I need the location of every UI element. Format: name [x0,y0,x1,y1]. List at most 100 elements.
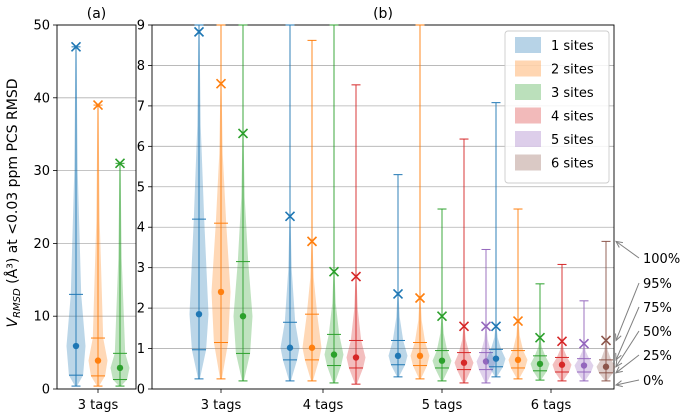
y-tick-label: 3 [137,261,145,276]
violin-outlier-marker [328,266,340,277]
legend-label: 4 sites [551,110,594,125]
violin-median-point [492,355,500,362]
x-tick-label: 4 tags [303,398,344,413]
y-tick-label: 6 [137,140,145,155]
legend-label: 1 sites [551,39,594,54]
violin-outlier-marker [480,321,492,332]
legend-label: 5 sites [551,133,594,148]
violin-outlier-marker [237,128,249,139]
y-tick-label: 9 [137,19,145,34]
violin-median-point [116,364,124,372]
panel-a: 0 10 20 30 40 50 (a) 3 tags [33,6,137,413]
y-tick-label: 8 [137,59,145,74]
percentile-annotation: 50% [643,325,672,340]
violin-outlier-marker [306,236,318,247]
violin-outlier-marker [70,41,82,52]
y-tick-label: 1 [137,342,145,357]
annotation-arrow-head [615,333,622,342]
percentile-annotation: 0% [643,374,664,389]
legend-swatch [515,154,541,171]
violin-median-point [72,342,80,350]
annotation-arrow-line [615,282,640,341]
violin-median-point [195,310,203,318]
violin-median-point [438,357,446,364]
y-tick-label: 7 [137,99,145,114]
legend-label: 2 sites [551,63,594,78]
annotation-arrow-head [615,240,623,248]
x-tick-label: 5 tags [422,398,463,413]
x-tick-label: 3 tags [78,398,119,413]
violin-median-point [460,359,468,366]
plot-frame [151,24,615,390]
violin-outlier-marker [284,211,296,222]
annotation-arrow-line [615,379,640,386]
violin-outlier-marker [490,321,502,332]
y-tick-label: 0 [42,383,50,398]
violin-median-point [352,354,360,361]
annotation-arrow-head [615,359,623,368]
y-tick-label: 20 [33,237,50,252]
violin-outlier-marker [114,158,126,169]
y-tick-label: 0 [137,383,145,398]
x-tick-label: 6 tags [531,398,572,413]
x-tick-label: 3 tags [201,398,242,413]
y-tick-label: 30 [33,164,50,179]
y-tick-label: 50 [33,19,50,34]
panel-label: (a) [87,6,107,22]
violin-outlier-marker [458,321,470,332]
percentile-annotation: 95% [643,277,672,292]
annotation-arrow-head [614,380,623,388]
violin-median-point [94,357,102,364]
violin-median-point [536,360,544,368]
y-axis-label: VRMSD (Å³) at <0.03 ppm PCS RMSD [4,79,23,328]
annotation-arrow-head [615,352,622,361]
violin-median-point [286,344,294,351]
annotation-arrow-line [615,330,640,368]
percentile-annotation: 100% [643,252,680,267]
legend-box [504,30,610,184]
legend-label: 6 sites [551,157,594,172]
violin-outlier-marker [436,311,448,322]
violin-median-point [602,363,610,370]
violin-median-point [558,361,566,368]
violin-outlier-marker [414,292,426,304]
violin-median-point [580,362,588,369]
violin-median-point [514,356,522,364]
legend-label: 3 sites [551,86,594,101]
violin-outlier-marker [193,26,205,37]
legend-swatch [515,37,541,53]
legend-swatch [515,84,541,100]
y-tick-label: 40 [33,91,50,106]
violin-median-point [330,351,338,358]
violin-outlier-marker [556,336,568,347]
violin-median-point [217,288,225,296]
y-tick-label: 10 [33,310,50,325]
violin-median-point [394,352,402,360]
annotation-arrow-line [615,354,640,374]
violin-outlier-marker [350,271,362,282]
legend-swatch [515,60,541,77]
annotation-arrow-line [615,240,640,259]
violin-outlier-marker [512,315,524,327]
plot-frame [56,24,137,390]
violin-median-point [482,358,490,365]
panel-b: 0 1 2 3 4 5 6 7 8 9 (b) 3 tags 4 tags 5 tags 6 tags 1 s… [137,6,680,413]
violin-outlier-marker [215,78,227,89]
y-tick-label: 5 [137,180,145,195]
legend-swatch [515,107,541,124]
annotation-arrow-head [615,366,623,374]
violin-outlier-marker [392,288,404,300]
y-tick-label: 4 [137,221,145,236]
percentile-annotation: 75% [643,301,672,316]
violin-outlier-marker [534,332,546,343]
violin-outlier-marker [92,100,104,111]
legend-swatch [515,131,541,147]
y-tick-label: 2 [137,302,145,317]
violin-median-point [239,313,247,320]
panel-label: (b) [373,6,393,22]
percentile-annotation: 25% [643,349,672,364]
violin-outlier-marker [600,335,612,346]
violin-outlier-marker [578,338,590,349]
annotation-arrow-line [615,306,640,361]
